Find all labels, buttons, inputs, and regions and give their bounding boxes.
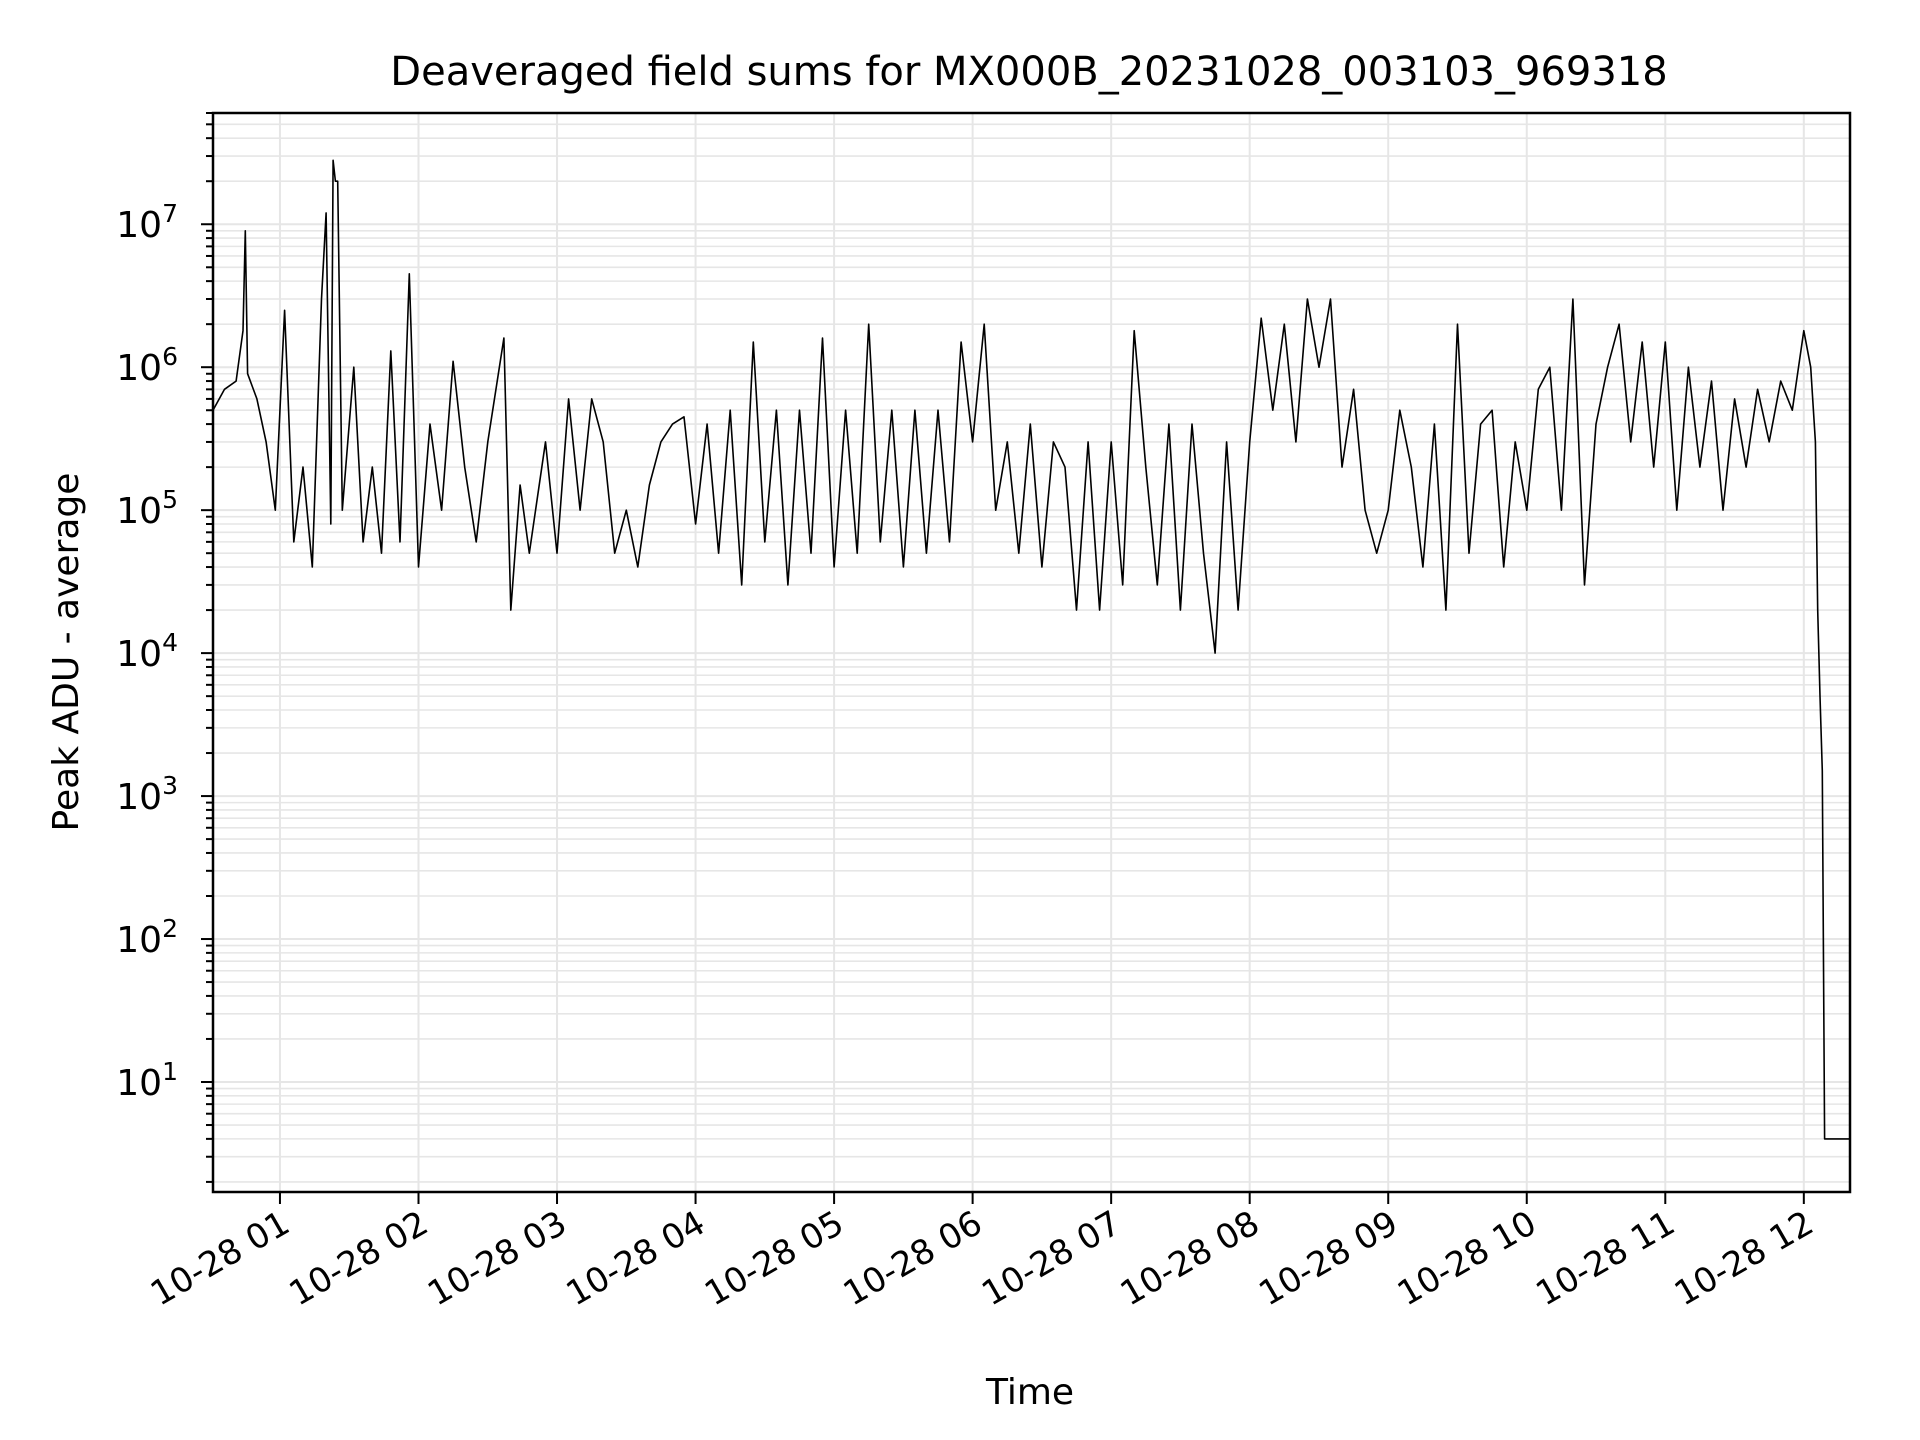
y-tick-label: 101 — [116, 1057, 178, 1104]
series-layer — [212, 159, 1850, 1140]
x-axis-label: Time — [985, 1372, 1074, 1413]
y-axis: 101 102 103 104 105 106 107 — [116, 112, 213, 1183]
grid — [213, 112, 1850, 1192]
y-tick-label: 106 — [116, 342, 178, 389]
y-tick-label: 102 — [116, 914, 178, 961]
y-tick-label: 105 — [116, 485, 178, 532]
y-tick-label: 107 — [116, 199, 178, 246]
y-axis-label: Peak ADU - average — [46, 473, 87, 832]
chart-title: Deaveraged field sums for MX000B_2023102… — [390, 49, 1667, 95]
y-tick-label: 103 — [116, 771, 178, 818]
series-line — [212, 159, 1850, 1140]
y-tick-label: 104 — [116, 628, 178, 675]
